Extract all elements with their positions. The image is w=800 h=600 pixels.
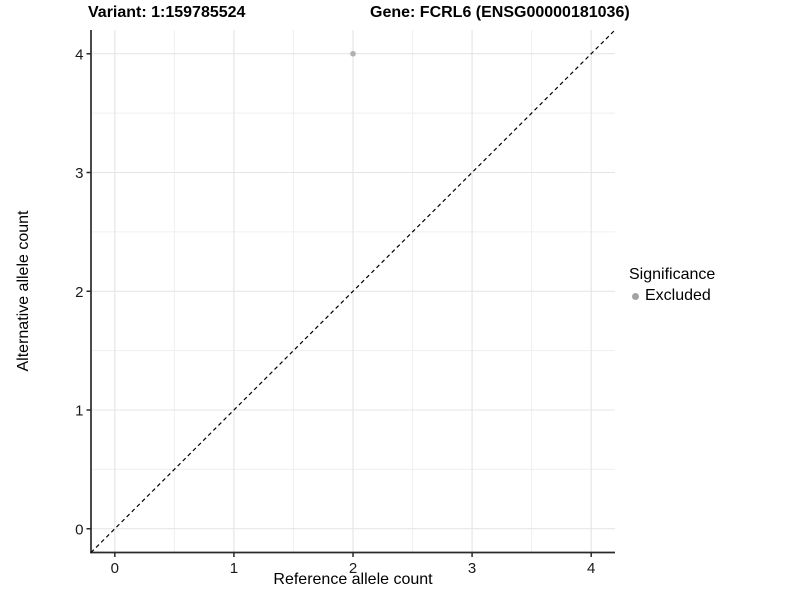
- x-tick-label: 3: [468, 560, 476, 577]
- y-tick-label: 2: [75, 284, 83, 301]
- y-tick-label: 4: [75, 46, 83, 63]
- x-tick-label: 4: [587, 560, 595, 577]
- plot-title-variant: Variant: 1:159785524: [88, 4, 246, 21]
- x-axis-title: Reference allele count: [273, 571, 433, 588]
- legend-point-swatch: [632, 292, 639, 300]
- x-tick-label: 0: [111, 560, 119, 577]
- x-tick-label: 2: [349, 560, 357, 577]
- y-tick-label: 3: [75, 165, 83, 182]
- y-axis-title: Alternative allele count: [15, 210, 32, 372]
- legend: Significance Excluded: [629, 266, 715, 305]
- identity-line: [90, 29, 616, 553]
- data-point: [350, 50, 356, 57]
- y-tick-label: 0: [75, 521, 83, 538]
- plot-title-gene: Gene: FCRL6 (ENSG00000181036): [370, 4, 630, 21]
- legend-title: Significance: [629, 266, 716, 283]
- y-tick-label: 1: [75, 403, 83, 420]
- legend-item-label: Excluded: [645, 287, 711, 304]
- legend-item-excluded: Excluded: [632, 287, 715, 305]
- x-tick-label: 1: [230, 560, 238, 577]
